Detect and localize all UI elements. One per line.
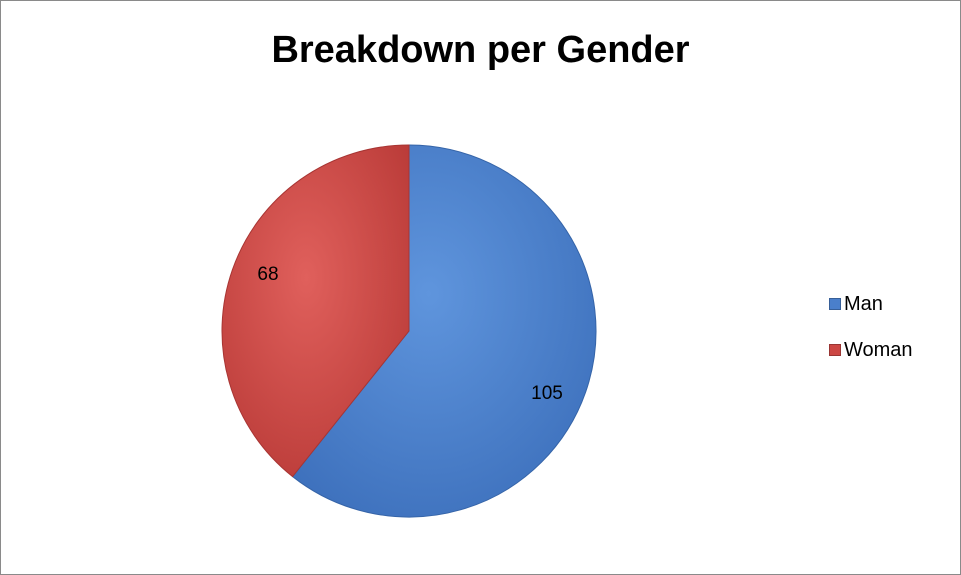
data-label-man: 105: [531, 383, 563, 404]
legend-item-man: Man: [829, 292, 913, 316]
legend: Man Woman: [829, 292, 913, 384]
legend-swatch-woman: [829, 344, 841, 356]
legend-item-woman: Woman: [829, 338, 913, 362]
pie-slice-man: [291, 144, 597, 518]
pie-slices: [221, 144, 597, 518]
legend-label-man: Man: [844, 292, 883, 315]
legend-swatch-man: [829, 298, 841, 310]
pie-slice-woman: [221, 144, 410, 478]
chart-title: Breakdown per Gender: [271, 29, 690, 71]
data-label-woman: 68: [257, 264, 278, 285]
legend-label-woman: Woman: [844, 338, 913, 361]
data-labels: 105 68: [257, 264, 562, 404]
